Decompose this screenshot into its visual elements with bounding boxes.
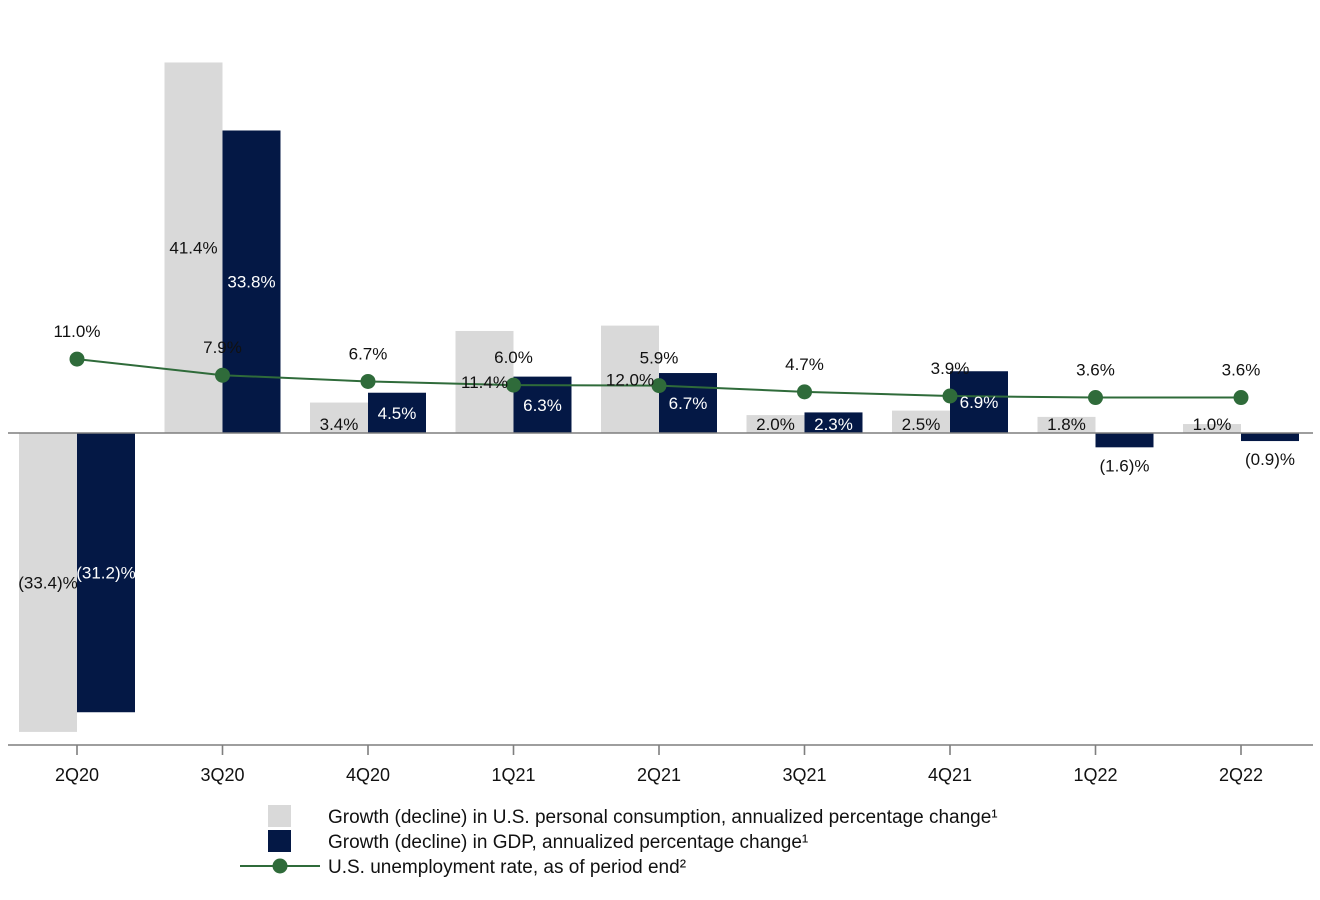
gdp-label-2Q22: (0.9)% — [1245, 450, 1295, 469]
unemployment-label-4Q20: 6.7% — [349, 344, 388, 363]
unemployment-label-1Q21: 6.0% — [494, 348, 533, 367]
consumption-label-2Q20: (33.4)% — [18, 573, 78, 592]
consumption-label-3Q21: 2.0% — [756, 415, 795, 434]
unemployment-label-3Q20: 7.9% — [203, 338, 242, 357]
x-tick-label-2Q20: 2Q20 — [55, 765, 99, 785]
gdp-label-1Q21: 6.3% — [523, 396, 562, 415]
unemployment-line-layer: 11.0% 7.9% 6.7% 6.0% 5.9% 4.7% 3.9% 3.6% 3.6% — [54, 322, 1261, 406]
unemployment-label-2Q22: 3.6% — [1222, 361, 1261, 380]
bar-labels-layer: (33.4)%(31.2)% 41.4% 33.8% 3.4% 4.5% 11.4% 6.3… — [18, 239, 1295, 593]
consumption-label-2Q22: 1.0% — [1193, 415, 1232, 434]
gdp-label-3Q20: 33.8% — [227, 273, 275, 292]
unemployment-label-2Q20: 11.0% — [54, 322, 101, 341]
unemployment-label-1Q22: 3.6% — [1076, 361, 1115, 380]
gdp-bar-4Q20 — [368, 392, 426, 433]
consumption-bar-2Q22 — [1183, 424, 1241, 433]
unemployment-point-1Q21 — [506, 377, 521, 393]
legend-label-unemployment: U.S. unemployment rate, as of period end… — [328, 857, 686, 878]
consumption-label-1Q22: 1.8% — [1047, 415, 1086, 434]
consumption-label-4Q21: 2.5% — [902, 415, 941, 434]
unemployment-point-1Q22 — [1088, 390, 1103, 406]
x-tick-label-3Q20: 3Q20 — [200, 765, 244, 785]
x-tick-label-1Q21: 1Q21 — [491, 765, 535, 785]
consumption-bar-4Q21 — [892, 410, 950, 433]
unemployment-point-2Q20 — [69, 351, 85, 367]
consumption-label-3Q20: 41.4% — [169, 239, 217, 258]
consumption-bar-1Q22 — [1037, 416, 1096, 433]
unemployment-point-2Q21 — [651, 378, 667, 394]
legend-label-gdp: Growth (decline) in GDP, annualized perc… — [328, 832, 808, 853]
x-tick-label-2Q22: 2Q22 — [1219, 765, 1263, 785]
consumption-label-2Q21: 12.0% — [606, 370, 654, 389]
legend-swatch-consumption — [268, 805, 291, 827]
consumption-bar-2Q21 — [601, 325, 659, 433]
unemployment-point-4Q21 — [942, 388, 958, 404]
consumption-label-1Q21: 11.4% — [461, 373, 508, 392]
legend-marker-unemployment — [272, 858, 288, 874]
unemployment-point-3Q21 — [797, 384, 812, 400]
gdp-label-2Q20: (31.2)% — [76, 564, 136, 583]
x-tick-label-4Q20: 4Q20 — [346, 765, 390, 785]
consumption-bar-2Q20 — [19, 433, 77, 732]
legend-label-consumption: Growth (decline) in U.S. personal consum… — [328, 807, 998, 828]
gdp-bar-2Q22 — [1241, 433, 1299, 442]
gdp-label-3Q21: 2.3% — [814, 415, 853, 434]
unemployment-point-3Q20 — [215, 367, 230, 383]
gdp-label-2Q21: 6.7% — [669, 394, 708, 413]
x-tick-label-3Q21: 3Q21 — [782, 765, 826, 785]
unemployment-label-3Q21: 4.7% — [785, 355, 824, 374]
legend-swatch-gdp — [268, 830, 291, 852]
gdp-bar-4Q21 — [950, 371, 1008, 433]
gdp-bar-2Q21 — [659, 373, 717, 433]
gdp-bar-3Q20 — [222, 130, 281, 434]
consumption-bar-1Q21 — [455, 330, 514, 433]
x-tick-label-4Q21: 4Q21 — [928, 765, 972, 785]
gdp-label-4Q21: 6.9% — [960, 393, 999, 412]
consumption-bar-3Q21 — [746, 415, 805, 433]
gdp-bar-3Q21 — [804, 412, 863, 433]
unemployment-point-2Q22 — [1233, 390, 1249, 406]
gdp-label-1Q22: (1.6)% — [1099, 456, 1149, 475]
x-tick-label-1Q22: 1Q22 — [1073, 765, 1117, 785]
bars-layer — [19, 62, 1299, 732]
legend: Growth (decline) in U.S. personal consum… — [240, 805, 998, 878]
consumption-label-4Q20: 3.4% — [320, 415, 359, 434]
gdp-bar-2Q20 — [77, 433, 135, 713]
x-tick-label-2Q21: 2Q21 — [637, 765, 681, 785]
gdp-label-4Q20: 4.5% — [378, 404, 417, 423]
unemployment-label-4Q21: 3.9% — [931, 359, 970, 378]
consumption-bar-4Q20 — [310, 402, 368, 433]
x-axis-ticks: 2Q20 3Q20 4Q20 1Q21 2Q21 3Q21 4Q21 1Q22 2Q22 — [55, 745, 1263, 785]
gdp-bar-1Q22 — [1095, 433, 1154, 448]
unemployment-label-2Q21: 5.9% — [640, 349, 679, 368]
unemployment-point-4Q20 — [360, 373, 376, 389]
